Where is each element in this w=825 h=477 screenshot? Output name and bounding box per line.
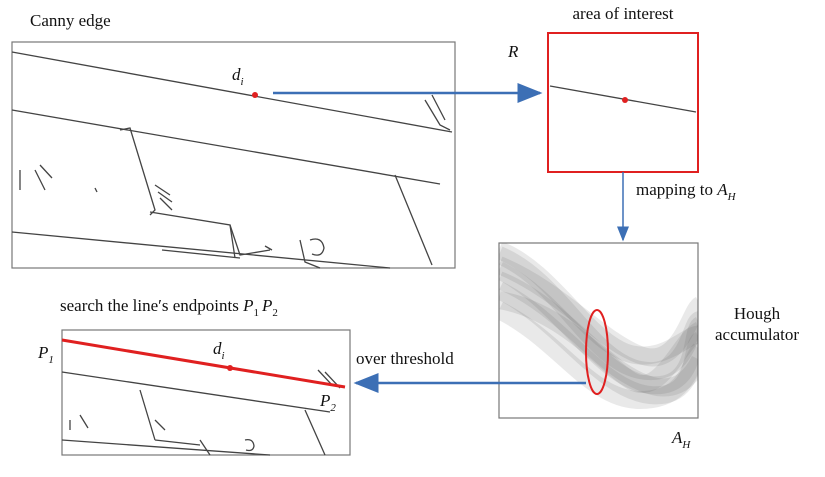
text-part: 2 bbox=[272, 307, 278, 319]
hough-title: Hough bbox=[734, 304, 781, 323]
text-part: 2 bbox=[330, 402, 336, 414]
endpoint-label: P1 bbox=[37, 343, 54, 366]
text-part: P bbox=[37, 343, 48, 362]
text-part: 1 bbox=[48, 354, 54, 366]
text-part: P bbox=[319, 391, 330, 410]
result-panel bbox=[62, 330, 350, 455]
roi-label: R bbox=[507, 42, 519, 61]
text-part: i bbox=[222, 350, 225, 362]
text-part: A bbox=[671, 428, 683, 447]
threshold-label: over threshold bbox=[356, 349, 454, 368]
text-part: H bbox=[727, 191, 737, 203]
diagram: Canny edge di area of interest R mapping… bbox=[0, 0, 825, 477]
text-part: A bbox=[716, 180, 728, 199]
hough-label: AH bbox=[671, 428, 691, 451]
roi-box bbox=[548, 33, 698, 172]
hough-title: accumulator bbox=[715, 325, 799, 344]
roi-title: area of interest bbox=[573, 4, 674, 23]
mapping-label: mapping to AH bbox=[636, 180, 737, 203]
text-part: i bbox=[241, 76, 244, 88]
text-part: mapping to bbox=[636, 180, 717, 199]
point-marker bbox=[252, 92, 258, 98]
panel-title: Canny edge bbox=[30, 11, 111, 30]
text-part: 1 bbox=[254, 307, 260, 319]
point-marker bbox=[227, 365, 233, 371]
text-part: H bbox=[681, 439, 691, 451]
point-marker bbox=[622, 97, 628, 103]
text-part: search the line′s endpoints bbox=[60, 296, 243, 315]
text-part: P bbox=[242, 296, 253, 315]
text-part: P bbox=[261, 296, 272, 315]
